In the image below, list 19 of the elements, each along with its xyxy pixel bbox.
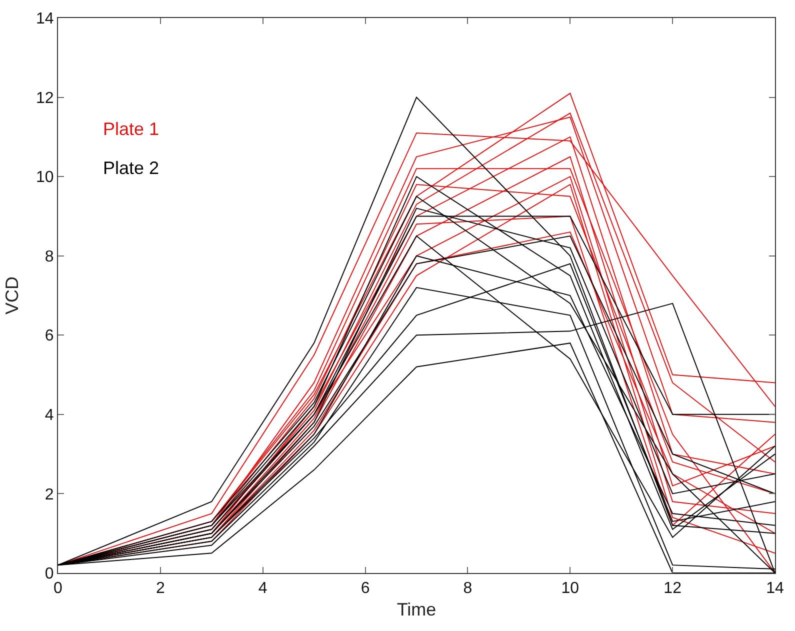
x-tick-label: 10 xyxy=(561,580,580,598)
text: Plate 2 xyxy=(103,158,160,178)
y-tick-label: 14 xyxy=(36,10,54,28)
text: Plate 1 xyxy=(103,119,160,139)
x-tick-label: 4 xyxy=(258,580,268,598)
y-tick-label: 8 xyxy=(44,248,54,266)
x-tick-label: 6 xyxy=(360,580,370,598)
y-tick-label: 2 xyxy=(44,486,54,504)
y-tick-label: 10 xyxy=(36,169,54,186)
y-tick-label: 6 xyxy=(44,328,54,345)
x-tick-label: 8 xyxy=(463,580,472,598)
x-tick-label: 2 xyxy=(156,580,165,598)
x-axis-title: Time xyxy=(396,599,436,620)
y-tick-label: 12 xyxy=(36,90,54,107)
x-tick-label: 14 xyxy=(766,580,784,598)
x-tick-label: 12 xyxy=(664,580,682,598)
y-tick-label: 0 xyxy=(44,566,54,583)
y-tick-label: 4 xyxy=(44,407,54,424)
y-axis-title: VCD xyxy=(2,276,22,315)
